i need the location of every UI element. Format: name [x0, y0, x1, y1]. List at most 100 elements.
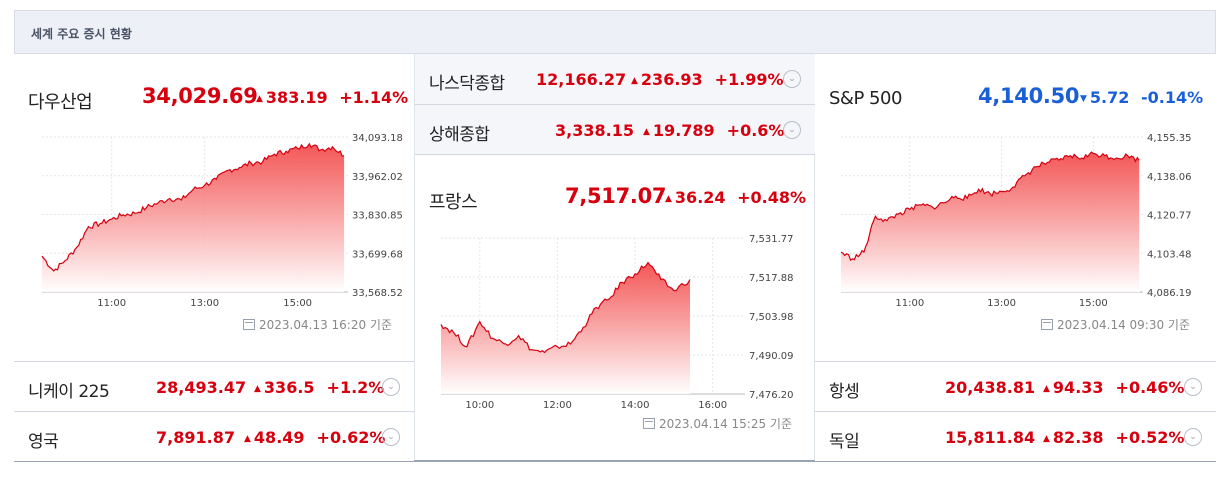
sp500-timestamp-text: 2023.04.14 09:30 기준: [1057, 318, 1190, 332]
series-area: [841, 152, 1140, 292]
series-line: [840, 151, 1140, 262]
x-tick-label: 15:00: [283, 298, 312, 309]
chevron-down-icon[interactable]: ⌄: [1184, 428, 1202, 446]
france-timestamp-text: 2023.04.14 15:25 기준: [659, 417, 792, 431]
sp500-change: 5.72: [1089, 88, 1130, 107]
divider: [415, 154, 815, 155]
y-tick-label: 34,093.18: [352, 133, 403, 144]
chevron-down-icon[interactable]: ⌄: [1184, 378, 1202, 396]
y-tick-label: 7,531.77: [749, 234, 794, 245]
chevron-down-icon[interactable]: ⌄: [783, 70, 801, 88]
nikkei-price: 28,493.47: [156, 378, 247, 397]
sp500-pct: -0.14%: [1140, 88, 1204, 107]
nikkei-change-group: ▲ 336.5 +1.2%: [254, 378, 384, 397]
x-tick-label: 10:00: [465, 400, 494, 411]
list-item-nikkei[interactable]: 니케이 225 28,493.47 ▲ 336.5 +1.2% ⌄: [14, 361, 414, 411]
x-tick-label: 15:00: [1079, 298, 1108, 309]
section-header: 세계 주요 증시 현황: [14, 10, 1216, 54]
series-line: [440, 261, 691, 354]
calendar-icon: [643, 418, 655, 429]
y-tick-label: 7,476.20: [749, 390, 794, 401]
dow-name[interactable]: 다우산업: [28, 92, 93, 113]
series-area: [441, 262, 690, 394]
germany-change-group: ▲ 82.38 +0.52%: [1043, 428, 1184, 447]
y-tick-label: 4,138.06: [1147, 172, 1192, 183]
chevron-down-icon[interactable]: ⌄: [382, 378, 400, 396]
chevron-down-icon[interactable]: ⌄: [783, 121, 801, 139]
france-name[interactable]: 프랑스: [429, 192, 478, 213]
sp500-name[interactable]: S&P 500: [829, 88, 902, 109]
list-item-shanghai[interactable]: 상해종합 3,338.15 ▲ 19.789 +0.6% ⌄: [415, 104, 815, 154]
middle-column: 나스닥종합 12,166.27 ▲ 236.93 +1.99% ⌄ 상해종합 3,3…: [415, 54, 815, 460]
calendar-icon: [243, 319, 255, 330]
hangseng-change: 94.33: [1052, 378, 1104, 397]
nikkei-change: 336.5: [263, 378, 315, 397]
france-price: 7,517.07: [565, 184, 667, 208]
chevron-down-icon[interactable]: ⌄: [382, 428, 400, 446]
y-tick-label: 4,103.48: [1147, 249, 1192, 260]
y-tick-label: 33,962.02: [352, 172, 403, 183]
panel-frame: [14, 54, 1216, 462]
x-tick-label: 16:00: [698, 400, 727, 411]
dow-chart: 34,093.18 33,962.02 33,830.85 33,699.68 33,5…: [41, 133, 403, 309]
hangseng-pct: +0.46%: [1115, 378, 1185, 397]
y-tick-label: 7,517.88: [749, 273, 794, 284]
right-column: S&P 500 4,140.50 ▼ 5.72 -0.14% 4,155.35 4,…: [815, 54, 1216, 461]
up-arrow-icon: ▲: [1043, 434, 1050, 444]
y-tick-label: 33,830.85: [352, 211, 403, 222]
y-tick-label: 33,568.52: [352, 288, 403, 299]
hangseng-change-group: ▲ 94.33 +0.46%: [1043, 378, 1184, 397]
france-pct: +0.48%: [737, 188, 807, 207]
germany-price: 15,811.84: [945, 428, 1036, 447]
x-tick-label: 14:00: [621, 400, 650, 411]
list-item-nasdaq[interactable]: 나스닥종합 12,166.27 ▲ 236.93 +1.99% ⌄: [415, 54, 815, 104]
nasdaq-name: 나스닥종합: [429, 74, 505, 94]
up-arrow-icon: ▲: [256, 94, 263, 104]
sp500-chart: 4,155.35 4,138.06 4,120.77 4,103.48 4,086.19…: [840, 133, 1192, 309]
list-item-germany[interactable]: 독일 15,811.84 ▲ 82.38 +0.52% ⌄: [815, 411, 1216, 461]
nasdaq-price: 12,166.27: [536, 70, 627, 89]
sp500-change-group: ▼ 5.72 -0.14%: [1080, 88, 1203, 107]
shanghai-change: 19.789: [652, 121, 715, 140]
y-tick-label: 7,503.98: [749, 312, 794, 323]
dow-change-group: ▲ 383.19 +1.14%: [256, 88, 408, 107]
nasdaq-pct: +1.99%: [714, 70, 784, 89]
dow-price: 34,029.69: [142, 84, 258, 108]
uk-pct: +0.62%: [316, 428, 386, 447]
x-tick-label: 12:00: [543, 400, 572, 411]
sp500-price: 4,140.50: [978, 84, 1080, 108]
x-tick-label: 11:00: [895, 298, 924, 309]
series-line: [41, 142, 345, 272]
up-arrow-icon: ▲: [631, 76, 638, 86]
sp500-timestamp: 2023.04.14 09:30 기준: [1041, 316, 1190, 333]
france-change: 36.24: [674, 188, 726, 207]
france-change-group: ▲ 36.24 +0.48%: [665, 188, 806, 207]
dow-timestamp-text: 2023.04.13 16:20 기준: [259, 318, 392, 332]
shanghai-change-group: ▲ 19.789 +0.6%: [643, 121, 784, 140]
y-tick-label: 4,155.35: [1147, 133, 1192, 144]
dow-timestamp: 2023.04.13 16:20 기준: [243, 316, 392, 333]
up-arrow-icon: ▲: [1043, 384, 1050, 394]
france-chart: 7,531.77 7,517.88 7,503.98 7,490.09 7,476.20…: [440, 234, 794, 411]
nasdaq-change-group: ▲ 236.93 +1.99%: [631, 70, 784, 89]
y-tick-label: 4,120.77: [1147, 211, 1192, 222]
section-title: 세계 주요 증시 현황: [31, 27, 132, 41]
up-arrow-icon: ▲: [254, 384, 261, 394]
y-tick-label: 4,086.19: [1147, 288, 1192, 299]
uk-name: 영국: [28, 432, 59, 452]
list-item-uk[interactable]: 영국 7,891.87 ▲ 48.49 +0.62% ⌄: [14, 411, 414, 461]
calendar-icon: [1041, 319, 1053, 330]
x-tick-label: 11:00: [97, 298, 126, 309]
list-item-hangseng[interactable]: 항셍 20,438.81 ▲ 94.33 +0.46% ⌄: [815, 361, 1216, 411]
dow-pct: +1.14%: [339, 88, 409, 107]
uk-price: 7,891.87: [156, 428, 235, 447]
shanghai-name: 상해종합: [429, 125, 490, 145]
nikkei-name: 니케이 225: [28, 382, 110, 402]
dow-change: 383.19: [265, 88, 328, 107]
x-tick-label: 13:00: [190, 298, 219, 309]
france-timestamp: 2023.04.14 15:25 기준: [643, 415, 792, 432]
left-column: 다우산업 34,029.69 ▲ 383.19 +1.14% 34,093.18 3…: [14, 54, 415, 461]
shanghai-price: 3,338.15: [555, 121, 634, 140]
hangseng-name: 항셍: [829, 382, 860, 402]
shanghai-pct: +0.6%: [726, 121, 785, 140]
